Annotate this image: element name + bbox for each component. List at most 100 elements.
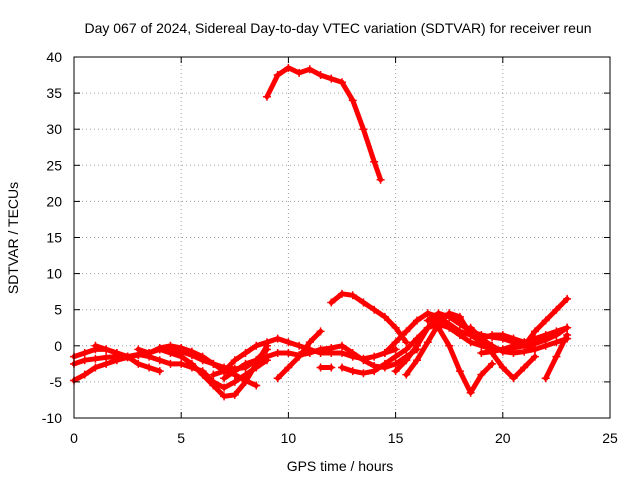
data-point [338,341,346,350]
data-point [123,352,132,361]
y-tick-label: 25 [46,157,62,173]
data-point [359,125,368,134]
y-tick-label: 20 [46,193,62,209]
data-point [338,363,346,372]
series-line [436,325,495,396]
y-tick-label: 40 [46,49,62,65]
data-point [338,349,346,358]
series-arc9 [262,63,385,184]
data-point [338,78,346,87]
data-point [80,370,89,379]
data-point [488,359,497,368]
data-point [541,330,550,339]
data-point [273,71,282,80]
data-point [434,323,443,332]
data-point [241,377,250,386]
data-point [230,367,239,376]
data-point [220,383,229,392]
data-point [295,352,304,361]
data-point [530,345,539,354]
data-point [402,338,411,347]
data-point [102,345,111,354]
data-point [187,359,196,368]
data-point [230,377,239,386]
grid [74,57,610,418]
data-point [80,349,89,358]
data-point [327,298,336,307]
data-point [563,323,572,332]
data-point [477,370,486,379]
data-point [209,359,218,368]
data-point [316,363,325,372]
data-point [155,356,164,365]
x-axis-label: GPS time / hours [287,458,394,474]
x-tick-label: 0 [70,430,78,446]
data-point [252,341,261,350]
data-point [295,341,304,350]
data-point [230,356,239,365]
y-tick-label: -10 [42,410,62,426]
y-tick-label: 0 [54,338,62,354]
data-point [252,381,261,390]
data-point [348,367,357,376]
y-tick-label: 5 [54,302,62,318]
data-point [498,363,507,372]
data-point [241,349,250,358]
data-point [187,347,196,356]
data-point [509,341,518,350]
y-axis-label: SDTVAR / TECUs [5,182,21,294]
data-point [262,352,271,361]
data-point [423,309,432,318]
data-point [370,157,379,166]
data-point [552,305,561,314]
data-point [541,374,550,383]
data-point [166,349,175,358]
data-point [530,352,539,361]
data-point [391,367,400,376]
data-point [348,349,357,358]
data-point [348,291,357,300]
data-point [91,341,100,350]
data-point [413,316,422,325]
data-point [509,374,518,383]
data-point [445,312,454,321]
data-point [520,363,529,372]
data-point [327,74,336,83]
data-point [220,392,229,401]
data-point [466,323,475,332]
data-point [198,352,207,361]
data-point [348,96,357,105]
data-point [252,356,261,365]
data-point [541,341,550,350]
data-point [552,352,561,361]
data-point [166,359,175,368]
data-point [262,338,271,347]
data-point [477,334,486,343]
data-point [380,359,389,368]
y-tick-label: 35 [46,85,62,101]
data-point [359,369,368,378]
data-point [391,352,400,361]
data-point [391,323,400,332]
chart-title: Day 067 of 2024, Sidereal Day-to-day VTE… [84,20,591,36]
data-point [102,353,111,362]
data-point [413,356,422,365]
data-point [477,349,486,358]
data-point [198,370,207,379]
data-point [445,320,454,329]
x-tick-labels: 0 5 10 15 20 25 [70,430,618,446]
data-point [455,327,464,336]
x-tick-label: 20 [495,430,511,446]
data-point [284,349,293,358]
data-point [498,345,507,354]
data-point [327,343,336,352]
data-point [370,367,379,376]
data-point [466,388,475,397]
data-point [402,327,411,336]
data-point [230,390,239,399]
y-tick-label: 15 [46,230,62,246]
data-point [177,343,186,352]
data-point [91,363,100,372]
data-point [423,323,432,332]
data-point [284,363,293,372]
